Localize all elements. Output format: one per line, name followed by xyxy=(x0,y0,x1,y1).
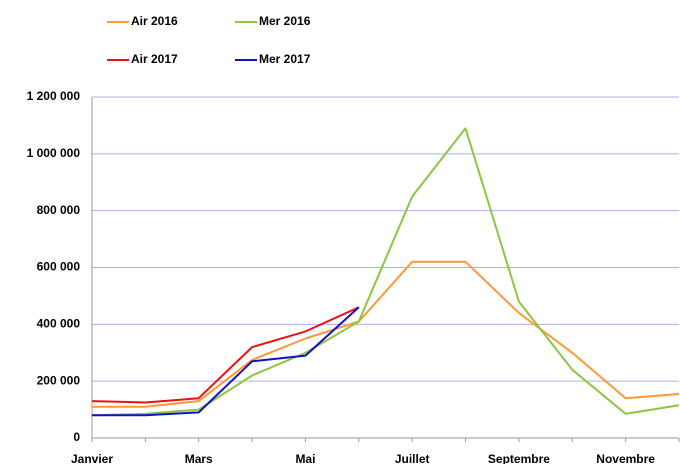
x-tick-label: Janvier xyxy=(71,452,113,464)
y-tick-label: 800 000 xyxy=(37,203,81,217)
y-tick-label: 400 000 xyxy=(37,317,81,331)
series-line xyxy=(92,306,360,417)
x-tick-label: Juillet xyxy=(395,452,430,464)
legend-label: Mer 2017 xyxy=(259,52,311,66)
series-line xyxy=(92,260,680,408)
y-tick-label: 0 xyxy=(73,430,80,444)
legend-label: Air 2016 xyxy=(131,14,178,28)
legend-label: Air 2017 xyxy=(131,52,178,66)
series-line xyxy=(91,127,680,417)
series-line xyxy=(91,306,360,404)
y-tick-label: 1 000 000 xyxy=(27,146,81,160)
y-tick-label: 600 000 xyxy=(37,260,81,274)
x-tick-label: Septembre xyxy=(488,452,550,464)
y-tick-label: 1 200 000 xyxy=(27,89,81,103)
x-tick-label: Mai xyxy=(295,452,315,464)
legend-label: Mer 2016 xyxy=(259,14,311,28)
y-tick-label: 200 000 xyxy=(37,373,81,387)
x-tick-label: Novembre xyxy=(596,452,655,464)
x-tick-label: Mars xyxy=(185,452,213,464)
